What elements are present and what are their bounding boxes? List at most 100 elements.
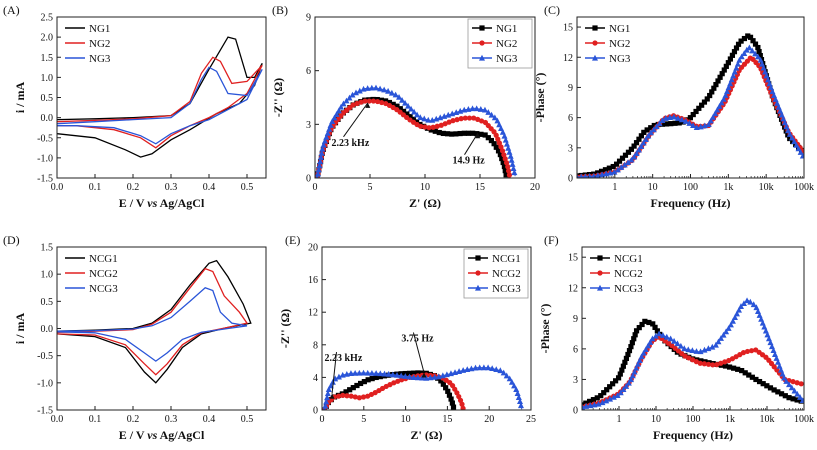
data-point	[620, 363, 626, 369]
data-point	[385, 370, 392, 377]
data-point	[674, 340, 681, 347]
data-point	[622, 152, 629, 158]
data-point	[333, 111, 340, 117]
legend-label-ncg1: NCG1	[492, 253, 521, 265]
data-point	[326, 125, 333, 132]
data-point	[347, 387, 353, 393]
data-point	[491, 114, 498, 121]
data-point	[446, 392, 453, 398]
data-point	[356, 395, 363, 401]
data-point	[616, 158, 623, 164]
data-point	[428, 127, 434, 133]
data-point	[385, 87, 392, 94]
data-point	[394, 371, 401, 378]
data-point	[440, 130, 446, 137]
data-point	[739, 367, 745, 374]
data-point	[503, 172, 509, 178]
data-point	[681, 345, 688, 352]
series-line-ng3	[577, 46, 804, 178]
data-point	[633, 150, 640, 156]
data-point	[737, 303, 744, 309]
data-point	[422, 124, 428, 130]
legend: NG1 NG2 NG3	[467, 18, 533, 69]
data-point	[750, 38, 756, 44]
legend-marker	[479, 25, 485, 31]
data-point	[723, 328, 730, 335]
data-point	[712, 110, 719, 117]
panel-a: 0.0 0.1 0.2 0.3 0.4 0.5 -1.5 -1.0 -0.5 0.0 0.5 1.0 1…	[3, 3, 267, 210]
legend-marker	[475, 270, 481, 276]
data-point	[697, 360, 703, 366]
data-point	[722, 92, 729, 98]
x-tick-label: 5	[368, 182, 373, 193]
data-point	[646, 319, 652, 326]
data-point	[356, 87, 363, 94]
data-point	[352, 369, 359, 376]
x-tick-label: 0.1	[89, 182, 102, 193]
x-tick-label: 0.2	[127, 182, 140, 193]
data-point	[785, 127, 792, 134]
legend-marker	[479, 40, 485, 46]
data-point	[606, 165, 612, 171]
data-point	[617, 389, 624, 396]
data-point	[731, 365, 737, 371]
data-point	[712, 341, 719, 348]
data-point	[408, 105, 415, 112]
data-point	[705, 361, 712, 367]
data-point	[506, 375, 513, 382]
series-line-ncg3	[582, 299, 804, 408]
data-point	[690, 111, 696, 118]
data-point	[674, 115, 681, 121]
data-point	[453, 131, 459, 137]
data-point	[508, 157, 515, 163]
data-point	[511, 382, 518, 389]
legend-label-ncg2: NCG2	[614, 268, 643, 280]
data-point	[755, 53, 762, 60]
data-point	[587, 402, 594, 409]
data-point	[400, 108, 407, 114]
data-point	[434, 123, 440, 129]
data-point	[425, 116, 432, 123]
y-tick-label: 3	[306, 120, 311, 131]
y-tick-label: 1.5	[41, 243, 54, 254]
data-point	[619, 155, 626, 161]
data-point	[631, 368, 638, 375]
data-point	[389, 371, 396, 378]
y-tick-label: 0	[568, 174, 573, 185]
data-point	[406, 370, 413, 376]
data-point	[795, 145, 802, 152]
legend-label-ng1: NG1	[89, 23, 110, 35]
data-point	[775, 389, 781, 395]
data-point	[398, 372, 405, 379]
data-point	[707, 117, 714, 124]
data-point	[612, 378, 619, 384]
data-point	[786, 381, 793, 388]
data-point	[506, 172, 513, 178]
legend-label-ng2: NG2	[609, 38, 630, 50]
y-tick-label: 9	[306, 13, 311, 24]
y-tick-label: 9	[573, 314, 578, 325]
data-point	[457, 130, 463, 137]
data-point	[598, 393, 604, 399]
y-tick-label: -0.5	[37, 351, 53, 362]
data-point	[485, 109, 492, 115]
data-point	[373, 374, 379, 381]
data-point	[740, 350, 747, 356]
x-tick-label: 10k	[760, 414, 775, 425]
data-point	[716, 103, 723, 109]
y-tick-label: -1.0	[37, 378, 53, 389]
data-point	[318, 150, 325, 156]
x-tick-label: 15	[475, 182, 485, 193]
data-point	[381, 370, 388, 377]
data-point	[335, 107, 342, 114]
data-point	[731, 314, 738, 321]
data-point	[789, 134, 796, 141]
data-point	[493, 366, 500, 373]
series-group	[577, 33, 804, 178]
data-point	[411, 108, 418, 115]
y-tick-label: 1.0	[41, 73, 54, 84]
annotation-arrow	[331, 352, 338, 394]
data-point	[454, 117, 460, 123]
data-point	[374, 98, 381, 105]
data-point	[631, 153, 638, 160]
